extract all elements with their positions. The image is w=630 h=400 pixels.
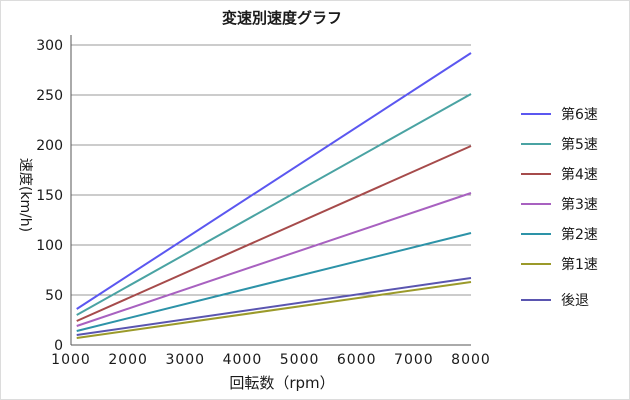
y-tick-label: 100	[36, 238, 63, 254]
grid-layer	[71, 44, 471, 296]
chart-title: 変速別速度グラフ	[222, 9, 342, 27]
series-layer	[76, 52, 472, 339]
x-tick-label: 7000	[394, 352, 434, 368]
y-tick-label: 150	[36, 188, 63, 204]
x-tick-label: 6000	[337, 352, 377, 368]
series-line	[76, 192, 472, 327]
y-tick-label: 200	[36, 138, 63, 154]
y-tick-label: 250	[36, 88, 63, 104]
series-line	[76, 281, 472, 339]
legend-label: 第6速	[561, 106, 598, 123]
x-tick-label: 3000	[165, 352, 205, 368]
legend-label: 第4速	[561, 166, 598, 183]
legend-label: 第5速	[561, 136, 598, 153]
legend-item: 第6速	[521, 106, 598, 123]
legend-item: 第3速	[521, 196, 598, 213]
tick-layer: 0 50 100 150 200 250 300 1000 2000 3000 4000 5000 60…	[36, 38, 491, 368]
y-axis-label: 速度(km/h)	[17, 158, 33, 232]
x-axis-label: 回転数（rpm）	[229, 374, 334, 392]
series-line	[76, 232, 472, 332]
y-tick-label: 50	[45, 288, 63, 304]
legend-label: 後退	[561, 293, 589, 309]
legend-label: 第1速	[561, 256, 598, 273]
legend-item: 後退	[521, 293, 589, 309]
series-line	[76, 145, 472, 322]
series-line	[76, 277, 472, 336]
legend-item: 第1速	[521, 256, 598, 273]
legend-label: 第3速	[561, 196, 598, 213]
x-tick-label: 2000	[108, 352, 148, 368]
legend-item: 第5速	[521, 136, 598, 153]
x-tick-label: 4000	[223, 352, 263, 368]
y-tick-label: 300	[36, 38, 63, 54]
series-line	[76, 52, 472, 310]
x-tick-label: 5000	[280, 352, 320, 368]
axis-layer	[70, 35, 471, 346]
y-tick-label: 0	[54, 338, 63, 354]
legend-item: 第2速	[521, 226, 598, 243]
legend-item: 第4速	[521, 166, 598, 183]
x-tick-label: 1000	[51, 352, 91, 368]
series-line	[76, 93, 472, 316]
x-tick-label: 8000	[451, 352, 491, 368]
legend-label: 第2速	[561, 226, 598, 243]
